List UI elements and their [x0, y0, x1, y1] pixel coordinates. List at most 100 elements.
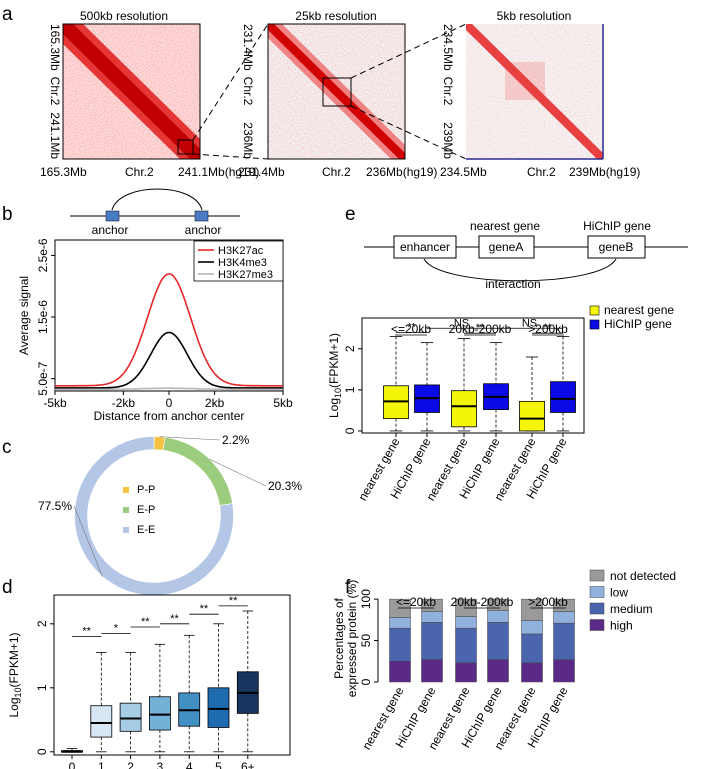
y-label-mid: Chr.2: [441, 77, 455, 106]
interaction-arc: [423, 258, 617, 282]
stacked-bar-segment: [455, 662, 477, 683]
group-label: <=20kb: [396, 595, 436, 609]
x-tick-label: -2kb: [112, 396, 136, 410]
group-label: 20kb-200kb: [449, 322, 512, 336]
y-tick-label: 2: [343, 345, 357, 352]
loop-schematic: anchor anchor: [70, 188, 240, 237]
stacked-bar-segment: [487, 659, 509, 683]
stacked-bar-segment: [389, 627, 411, 662]
zoom-line: [192, 23, 269, 141]
stacked-bar-segment: [389, 661, 411, 683]
x-tick-label: 4: [186, 760, 193, 769]
stacked-bar-segment: [553, 598, 575, 612]
pie-leader-line: [159, 436, 221, 441]
legend-swatch: [589, 602, 605, 615]
x-label-right: 239Mb(hg19): [569, 165, 640, 179]
significance-label: **: [229, 595, 238, 607]
anchor-box: [105, 210, 120, 222]
series-line: [55, 387, 283, 391]
group-label: >200kb: [528, 595, 568, 609]
legend-label: P-P: [137, 484, 155, 496]
map-title: 25kb resolution: [295, 9, 376, 23]
group-label: <=20kb: [391, 322, 431, 336]
gene-b-box: [587, 235, 646, 259]
x-tick-label: 0: [69, 760, 76, 769]
pie-leader-line: [73, 505, 103, 577]
box: [519, 400, 545, 432]
interaction-label: interaction: [485, 277, 540, 291]
stacked-bar-segment: [421, 622, 443, 660]
stacked-bar-segment: [521, 598, 543, 621]
hichip-gene-label: HiChIP gene: [583, 219, 651, 233]
x-label-left: 234.5Mb: [440, 165, 487, 179]
legend-swatch: [589, 586, 605, 598]
panel-label-a: a: [2, 4, 13, 25]
chart-b: -5kb -2kb 0 2kb 5kb 5.0e-7 1.5e-6 2.5e-6 Distanc…: [17, 238, 293, 423]
box: [148, 696, 171, 731]
series-line: [55, 331, 283, 389]
pie-percent-label: 77.5%: [38, 499, 72, 513]
legend-swatch: [123, 527, 129, 533]
enhancer-label: enhancer: [400, 240, 450, 254]
stacked-bar-segment: [553, 611, 575, 624]
panel-b: b anchor anchor -5kb -2kb 0 2kb 5kb 5.0e-7 1.5…: [2, 188, 293, 423]
chart-c: 2.2% 20.3% 77.5% P-P E-P E-E: [38, 433, 302, 596]
panel-a: a 500kb resolution Chr.2 165.3Mb 241.1Mb…: [2, 4, 640, 179]
stacked-bar-segment: [521, 620, 543, 635]
legend-label: E-E: [137, 524, 155, 536]
x-tick-label: 5: [215, 760, 222, 769]
legend-label: E-P: [137, 504, 155, 516]
x-label-left: 165.3Mb: [40, 165, 87, 179]
gene-a-label: geneA: [489, 240, 524, 254]
map-border: [62, 23, 201, 160]
stacked-bar-segment: [553, 622, 575, 660]
panel-label-e: e: [345, 204, 356, 225]
legend-swatch: [589, 305, 600, 316]
significance-label: **: [82, 626, 91, 638]
x-label-right: 236Mb(hg19): [366, 165, 437, 179]
y-tick-label: 0: [343, 427, 357, 434]
x-tick-label: 2kb: [205, 396, 225, 410]
x-tick-label: 1: [98, 760, 105, 769]
stacked-bar-segment: [487, 622, 509, 660]
map-border: [267, 23, 406, 160]
y-axis-label: Log10(FPKM+1): [7, 632, 23, 717]
zoom-line: [350, 23, 467, 79]
stacked-bar-segment: [421, 598, 443, 612]
zoom-line: [192, 153, 269, 160]
pie-percent-label: 2.2%: [222, 433, 250, 447]
y-tick-label: 1: [35, 684, 49, 691]
loop-arc: [111, 188, 203, 211]
x-tick-label: -5kb: [43, 396, 67, 410]
x-axis-label: Distance from anchor center: [94, 409, 245, 423]
panel-c: c 2.2% 20.3% 77.5% P-P E-P E-E: [2, 433, 302, 596]
significance-label: **: [200, 603, 209, 615]
y-axis-label: Log10(FPKM+1): [327, 333, 343, 418]
y-tick-label: 2.5e-6: [36, 238, 50, 272]
legend-label: high: [610, 619, 633, 633]
y-label-bottom: 241.1Mb: [48, 112, 62, 159]
plot-frame: [53, 594, 291, 756]
x-label-mid: Chr.2: [527, 165, 556, 179]
significance-label: **: [476, 322, 485, 334]
y-label-top: 234.5Mb: [441, 24, 455, 71]
x-tick-label: 2: [127, 760, 134, 769]
stacked-bar-segment: [421, 659, 443, 683]
y-tick-label: 2: [35, 620, 49, 627]
panel-label-f: f: [345, 577, 351, 598]
significance-label: **: [141, 616, 150, 628]
stacked-bar-segment: [421, 611, 443, 623]
pie-slice: [162, 436, 233, 506]
anchor-box: [194, 210, 209, 222]
box: [451, 390, 477, 428]
legend-swatch: [123, 507, 129, 513]
y-label-top: 231.4Mb: [241, 24, 255, 71]
significance-label: NS: [454, 317, 469, 329]
box: [550, 381, 576, 413]
